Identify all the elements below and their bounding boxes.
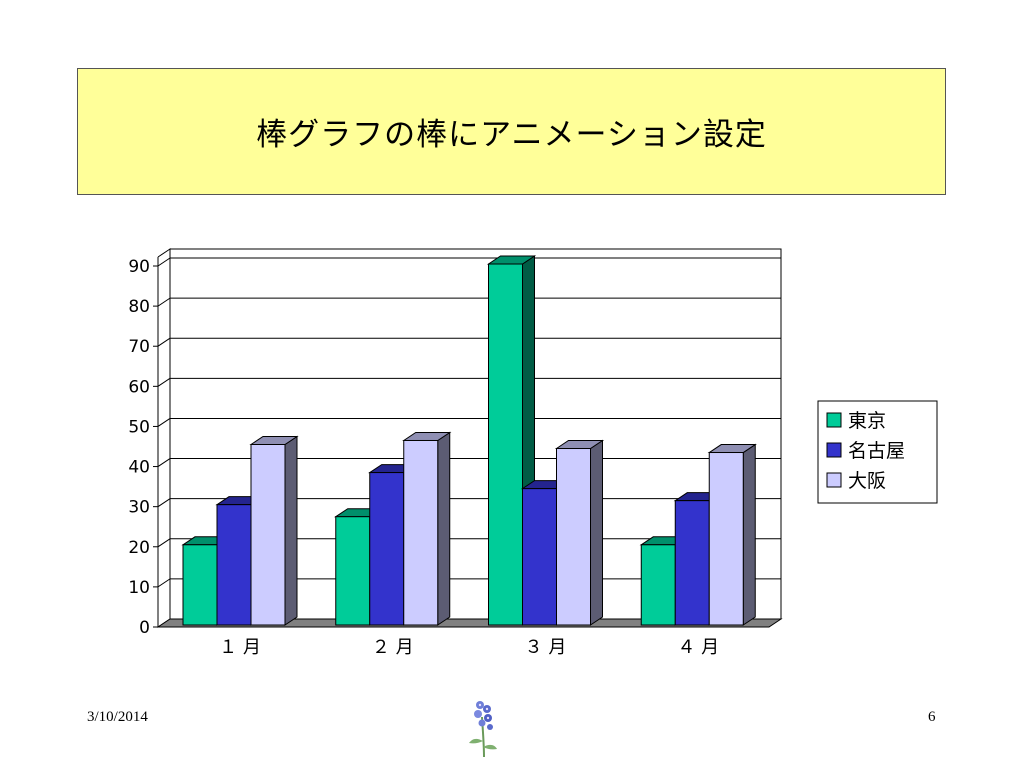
gridline-side xyxy=(157,297,171,307)
bar-名古屋 xyxy=(216,504,252,626)
bar-大阪 xyxy=(250,444,286,626)
y-tick-label: 90 xyxy=(128,257,150,277)
bar-名古屋 xyxy=(369,472,405,626)
title-box: 棒グラフの棒にアニメーション設定 xyxy=(77,68,946,195)
bar-名古屋 xyxy=(522,488,557,626)
x-tick-label: １ 月 xyxy=(219,637,261,658)
y-tick-label: 30 xyxy=(128,498,150,518)
gridline-side xyxy=(157,257,171,267)
y-tick-label: 10 xyxy=(128,578,150,598)
gridline-side xyxy=(157,498,171,508)
x-tick-label: ４ 月 xyxy=(677,637,719,658)
bar-side xyxy=(284,435,298,626)
bar-東京 xyxy=(488,263,523,626)
gridline-side xyxy=(157,458,171,467)
gridline-side xyxy=(157,337,171,347)
legend-label: 名古屋 xyxy=(848,440,905,462)
flower-icon xyxy=(469,701,497,758)
y-tick-label: 40 xyxy=(128,458,150,478)
bar-東京 xyxy=(640,544,676,626)
side-wall xyxy=(157,248,171,628)
y-tick-label: 60 xyxy=(128,377,150,397)
legend-label: 東京 xyxy=(848,410,886,432)
legend-label: 大阪 xyxy=(848,470,886,492)
gridline-side xyxy=(157,418,171,427)
bar-side xyxy=(742,443,756,626)
page-number: 6 xyxy=(928,709,936,725)
legend-swatch xyxy=(826,412,842,428)
footer-date: 3/10/2014 xyxy=(87,709,148,725)
legend-swatch xyxy=(826,472,842,488)
gridline-side xyxy=(157,538,171,548)
bar-side xyxy=(590,439,603,626)
bar-東京 xyxy=(182,544,218,626)
bar-大阪 xyxy=(403,439,439,626)
bar-大阪 xyxy=(556,448,591,626)
y-tick-label: 0 xyxy=(139,618,150,638)
x-tick-label: ２ 月 xyxy=(372,637,414,658)
bar-side xyxy=(437,431,451,626)
legend-swatch xyxy=(826,442,842,458)
bar-名古屋 xyxy=(674,500,710,626)
y-tick-label: 80 xyxy=(128,297,150,317)
y-tick-label: 70 xyxy=(128,337,150,357)
gridline-side xyxy=(157,377,171,387)
chart-floor xyxy=(156,618,783,628)
slide-title: 棒グラフの棒にアニメーション設定 xyxy=(256,117,767,153)
bar-大阪 xyxy=(708,452,744,626)
y-tick-label: 50 xyxy=(128,417,150,437)
y-tick-label: 20 xyxy=(128,538,150,558)
x-tick-label: ３ 月 xyxy=(525,637,567,658)
gridline-side xyxy=(157,578,171,588)
bar-東京 xyxy=(335,516,371,626)
